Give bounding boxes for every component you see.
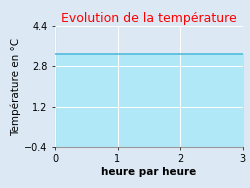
X-axis label: heure par heure: heure par heure	[101, 167, 196, 177]
Title: Evolution de la température: Evolution de la température	[61, 12, 236, 25]
Y-axis label: Température en °C: Température en °C	[11, 37, 21, 136]
